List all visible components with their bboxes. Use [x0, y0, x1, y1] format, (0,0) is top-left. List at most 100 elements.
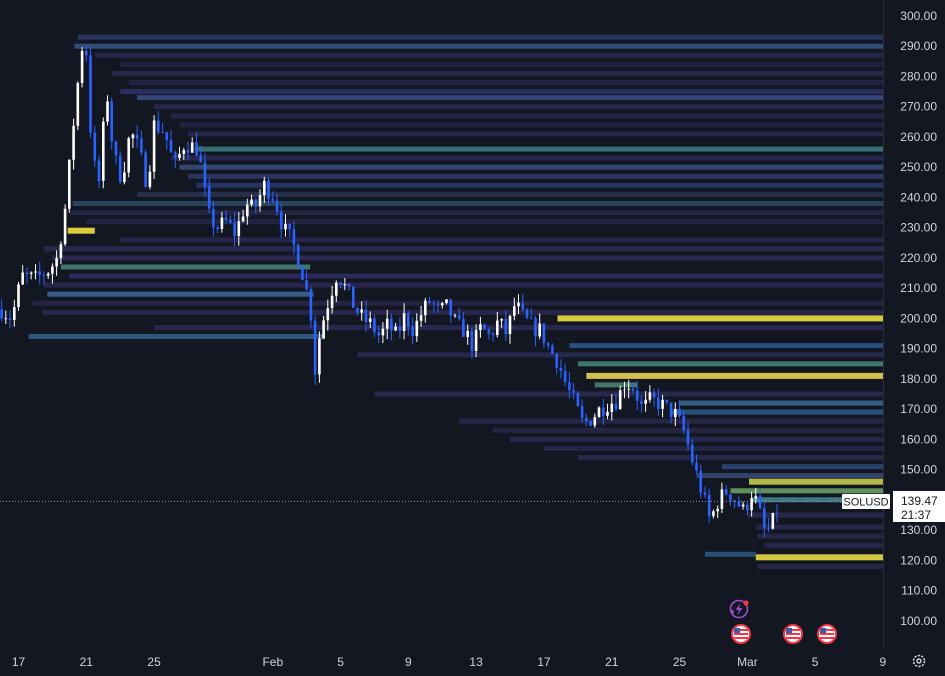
candle-body — [597, 407, 601, 418]
x-tick-label: 25 — [147, 655, 161, 669]
settings-gear-icon[interactable] — [912, 654, 926, 668]
candle-body — [445, 299, 448, 304]
candle-body — [771, 513, 775, 529]
candle-body — [182, 150, 186, 154]
symbol-text: SOLUSD — [843, 497, 888, 509]
profile-bar — [128, 80, 883, 85]
candle-body — [775, 513, 779, 514]
candle-body — [754, 496, 758, 499]
candle-body — [131, 134, 135, 139]
candle-body — [178, 153, 181, 158]
profile-bar — [43, 246, 883, 252]
candle-body — [750, 498, 753, 511]
candle-body — [42, 274, 46, 276]
candle-body — [657, 397, 660, 409]
profile-bar — [94, 52, 884, 58]
candle-body — [279, 211, 283, 230]
candle-body — [21, 272, 24, 285]
candle-body — [555, 353, 558, 368]
candle-body — [246, 204, 249, 217]
y-axis[interactable]: 300.00 290.00 280.00 270.00 260.00 250.00 240.… — [900, 9, 937, 628]
candle-body — [644, 399, 647, 404]
candle-body — [233, 222, 236, 236]
candle-body — [339, 282, 342, 285]
us-flag-icon[interactable] — [783, 624, 803, 644]
candle-body — [487, 329, 491, 334]
x-tick-label: 17 — [12, 655, 26, 669]
candle-body — [322, 320, 325, 339]
candle-body — [38, 271, 41, 275]
candle-body — [652, 392, 656, 398]
candle-body — [186, 150, 190, 153]
candle-body — [76, 83, 80, 126]
profile-bar — [120, 61, 883, 67]
candle-body — [546, 343, 550, 346]
candle-body — [398, 326, 402, 331]
candle-body — [241, 216, 245, 222]
candle-body — [428, 300, 431, 303]
profile-bar — [137, 95, 884, 101]
candle-body — [534, 318, 537, 337]
candle-body — [313, 320, 317, 375]
candle-body — [97, 160, 101, 181]
profile-bar — [569, 343, 883, 349]
y-tick-label: 190.00 — [900, 342, 937, 356]
x-tick-label: 21 — [80, 655, 94, 669]
symbol-label: SOLUSD — [842, 494, 890, 509]
y-tick-label: 300.00 — [900, 9, 937, 23]
candle-body — [699, 470, 702, 493]
candle-body — [220, 217, 224, 229]
y-tick-label: 170.00 — [900, 402, 937, 416]
candle-body — [237, 221, 241, 236]
us-flag-icon[interactable] — [731, 624, 751, 644]
candle-body — [364, 309, 368, 322]
profile-bar — [752, 497, 866, 503]
profile-bar — [67, 227, 95, 234]
profile-bar — [577, 455, 883, 460]
profile-bar — [60, 264, 311, 270]
us-flag-icon[interactable] — [817, 624, 837, 644]
candle-body — [682, 415, 686, 431]
y-tick-label: 210.00 — [900, 281, 937, 295]
candle-body — [4, 318, 8, 320]
candle-body — [614, 403, 618, 410]
y-tick-label: 150.00 — [900, 463, 937, 477]
candle-body — [741, 504, 745, 507]
y-tick-label: 250.00 — [900, 160, 937, 174]
candle-body — [589, 421, 592, 426]
candle-body — [618, 390, 622, 410]
candle-body — [402, 313, 406, 331]
profile-bar — [72, 201, 883, 206]
candle-body — [508, 315, 512, 334]
candle-body — [250, 199, 253, 205]
candle-body — [496, 320, 499, 335]
candle-body — [326, 308, 330, 321]
profile-bar — [696, 473, 883, 479]
candle-body — [199, 155, 202, 163]
candle-body — [80, 50, 84, 83]
candle-body — [678, 408, 681, 416]
profile-bar — [69, 273, 883, 279]
lightning-icon[interactable] — [729, 599, 749, 619]
candle-body — [635, 390, 639, 401]
candle-body — [483, 324, 486, 330]
candle-body — [504, 318, 508, 334]
candle-body — [513, 306, 516, 316]
candle-body — [68, 159, 71, 209]
profile-bar — [679, 400, 883, 406]
candle-body — [623, 389, 626, 391]
profile-bar — [43, 282, 883, 288]
candle-body — [224, 217, 228, 220]
candle-body — [568, 382, 571, 391]
candle-body — [114, 141, 118, 156]
x-tick-label: Mar — [737, 655, 758, 669]
x-axis[interactable]: 17 21 25 Feb 5 9 13 17 21 25 Mar 5 9 — [12, 655, 887, 669]
candle-body — [449, 299, 452, 316]
profile-bar — [86, 219, 884, 225]
candle-body — [258, 195, 262, 207]
candle-body — [470, 330, 474, 351]
profile-bar — [47, 291, 314, 297]
candle-body — [305, 280, 308, 290]
